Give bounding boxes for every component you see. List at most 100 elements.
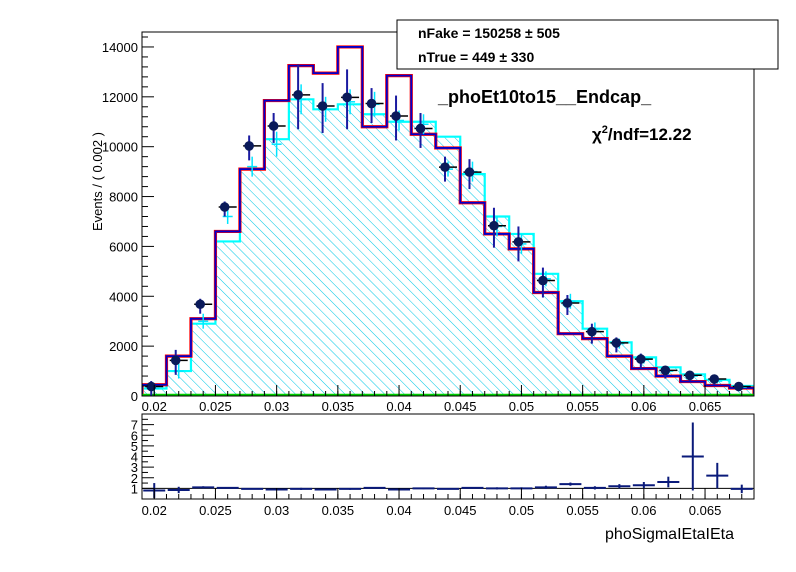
y-tick-label: 0 (131, 389, 138, 404)
data-marker (440, 162, 450, 172)
x-tick-label: 0.045 (444, 399, 477, 414)
data-marker (685, 370, 695, 381)
ratio-point (192, 486, 215, 489)
data-marker (562, 298, 573, 308)
data-marker (709, 374, 720, 384)
x-tick-label: 0.06 (631, 399, 656, 414)
y-tick-label: 2000 (109, 339, 138, 354)
y-tick-label: 6000 (109, 239, 138, 254)
ratio-x-tick-label: 0.03 (264, 503, 289, 518)
data-point (439, 156, 457, 182)
ratio-x-tick-label: 0.065 (689, 503, 722, 518)
data-marker (587, 326, 597, 337)
ratio-point (583, 486, 606, 490)
ratio-point (632, 482, 655, 489)
cyan-data-point (198, 313, 209, 329)
ratio-y-tick-label: 5 (131, 439, 138, 454)
ratio-point (216, 486, 239, 489)
cyan-data-point (271, 131, 282, 157)
chi2-value: /ndf=12.22 (608, 125, 692, 144)
data-point (634, 353, 653, 369)
data-point (732, 381, 751, 392)
ratio-point (559, 482, 582, 486)
x-tick-label: 0.03 (264, 399, 289, 414)
data-point (341, 69, 360, 130)
ratio-point (681, 422, 704, 491)
data-marker (513, 237, 524, 247)
ratio-point (339, 487, 362, 490)
x-tick-label: 0.02 (142, 399, 167, 414)
data-point (536, 267, 555, 298)
ratio-point (730, 484, 753, 494)
data-point (316, 83, 335, 133)
data-marker (317, 101, 328, 111)
x-tick-label: 0.055 (566, 399, 599, 414)
chi2-symbol: χ (592, 125, 602, 144)
y-tick-label: 4000 (109, 289, 138, 304)
data-point (708, 374, 727, 385)
data-point (487, 207, 506, 248)
y-tick-label: 14000 (102, 40, 138, 55)
data-marker (538, 275, 548, 286)
data-marker (268, 121, 279, 131)
cyan-data-point (247, 156, 258, 177)
data-point (512, 226, 531, 262)
data-marker (195, 299, 205, 310)
main-panel: 0 2000 4000 6000 8000 10000 12000 14000 0.02 0.02… (90, 31, 755, 414)
plot-title: _phoEt10to15__Endcap_ (437, 87, 652, 107)
main-axes: 0 2000 4000 6000 8000 10000 12000 14000 0.02 0.02… (102, 36, 755, 414)
ratio-y-tick-label: 6 (131, 428, 138, 443)
ratio-x-tick-label: 0.025 (199, 503, 232, 518)
y-axis-title: Events / ( 0.002 ) (90, 132, 105, 231)
data-marker (489, 220, 499, 231)
data-point (561, 295, 580, 315)
data-point (365, 88, 384, 123)
ratio-y-tick-label: 3 (131, 460, 138, 475)
x-tick-label: 0.025 (199, 399, 232, 414)
ratio-point (314, 488, 337, 491)
ratio-x-tick-label: 0.055 (566, 503, 599, 518)
legend-entry-ntrue: nTrue = 449 ± 330 (418, 49, 534, 65)
ratio-y-tick-label: 2 (131, 471, 138, 486)
data-point (292, 64, 311, 130)
data-point (390, 95, 409, 141)
legend-entry-nfake: nFake = 150258 ± 505 (418, 25, 560, 41)
ratio-point (461, 486, 484, 489)
fit-fake-line (142, 46, 754, 396)
ratio-point (706, 462, 729, 489)
x-tick-label: 0.05 (509, 399, 534, 414)
ratio-y-tick-label: 1 (131, 481, 138, 496)
data-point (194, 298, 213, 314)
ratio-point (437, 487, 459, 490)
data-marker (733, 381, 744, 392)
data-marker (219, 202, 230, 212)
ratio-point (485, 487, 508, 490)
ratio-point (363, 486, 386, 489)
main-plot-area (142, 45, 754, 396)
data-point (683, 370, 702, 382)
x-axis-title: phoSigmaIEtaIEta (605, 526, 734, 543)
data-marker (415, 123, 426, 134)
data-point (243, 135, 262, 161)
ratio-point (534, 485, 557, 489)
data-marker (660, 365, 671, 376)
data-marker (293, 90, 303, 100)
y-tick-label: 8000 (109, 190, 138, 205)
ratio-point (241, 487, 264, 490)
ratio-x-tick-label: 0.035 (322, 503, 355, 518)
chi2-superscript: 2 (602, 124, 608, 136)
ratio-x-tick-label: 0.02 (142, 503, 167, 518)
data-marker (170, 355, 181, 366)
data-marker (464, 167, 475, 177)
chi2-annotation: χ2/ndf=12.22 (592, 124, 692, 144)
ratio-point (167, 486, 190, 494)
x-tick-label: 0.065 (689, 399, 722, 414)
data-point (267, 113, 286, 143)
ratio-point (608, 484, 631, 489)
legend-box (396, 19, 779, 70)
data-marker (611, 338, 622, 348)
y-tick-label: 10000 (102, 140, 138, 155)
y-tick-label: 12000 (102, 90, 138, 105)
